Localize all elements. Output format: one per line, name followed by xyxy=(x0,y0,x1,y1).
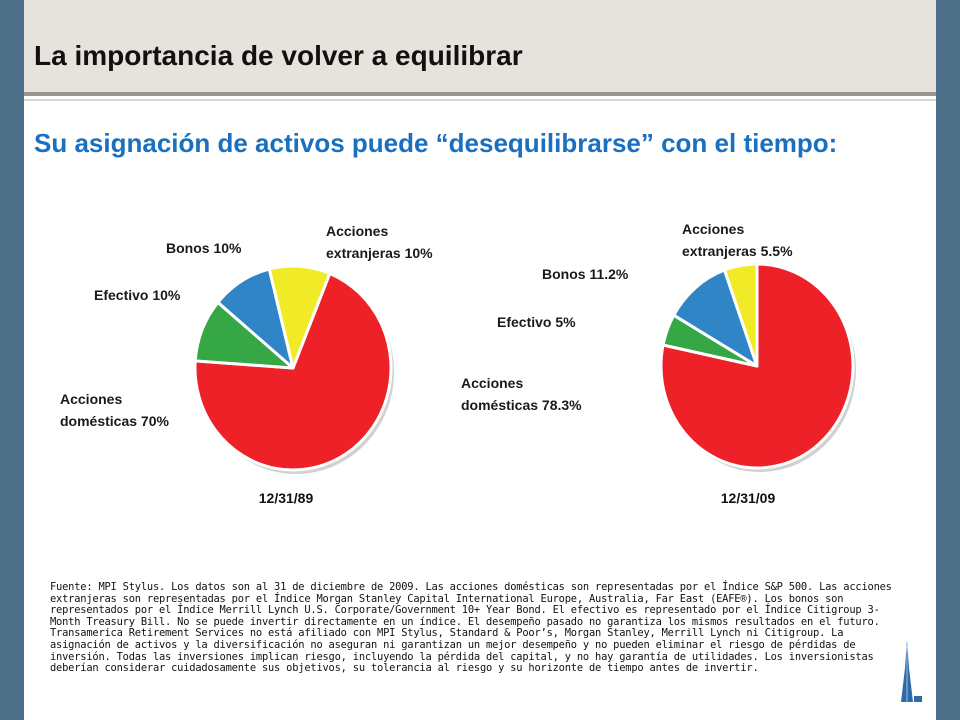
slice-label: Acciones extranjeras 10% xyxy=(326,223,433,261)
pyramid-building-icon xyxy=(901,640,922,702)
pie-chart-1: Acciones domésticas 70% Efectivo 10% Bonos … xyxy=(60,223,433,506)
page-title: La importancia de volver a equilibrar xyxy=(34,40,523,71)
pie-slice xyxy=(722,262,759,368)
slide-subtitle: Su asignación de activos puede “desequil… xyxy=(34,128,838,158)
title-divider xyxy=(24,92,936,96)
slice-label: Acciones domésticas 70% xyxy=(60,391,169,429)
slice-label: Bonos 11.2% xyxy=(542,266,629,282)
chart-date-label: 12/31/09 xyxy=(721,490,776,506)
chart-date-label: 12/31/89 xyxy=(259,490,314,506)
slide: La importancia de volver a equilibrar Su… xyxy=(24,0,936,720)
pie-slice xyxy=(193,271,393,472)
title-divider-light xyxy=(24,99,936,101)
title-bar: La importancia de volver a equilibrar xyxy=(24,0,936,92)
slice-label: Efectivo 10% xyxy=(94,287,181,303)
slice-label: Efectivo 5% xyxy=(497,314,576,330)
slice-label: Acciones domésticas 78.3% xyxy=(461,375,582,413)
source-footnote: Fuente: MPI Stylus. Los datos son al 31 … xyxy=(50,581,892,675)
slice-label: Bonos 10% xyxy=(166,240,242,256)
slice-label: Acciones extranjeras 5.5% xyxy=(682,221,793,259)
pie-slice xyxy=(267,264,332,370)
pie-chart-2: Acciones domésticas 78.3% Efectivo 5% Bonos… xyxy=(461,221,856,506)
pie-charts: Acciones domésticas 70% Efectivo 10% Bonos … xyxy=(60,221,856,506)
